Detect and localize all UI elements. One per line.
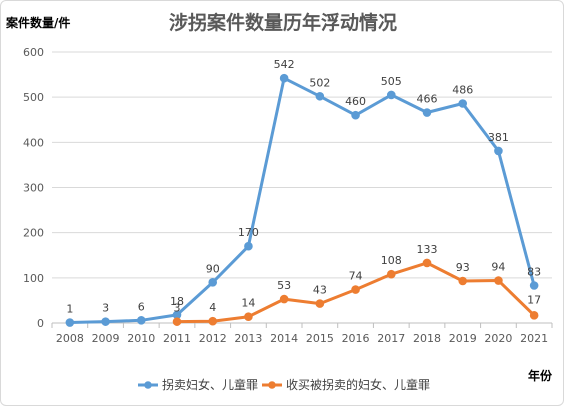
x-tick-label: 2009 — [92, 332, 120, 345]
data-point — [422, 108, 432, 117]
data-label: 1 — [66, 303, 73, 316]
data-label: 3 — [102, 302, 109, 315]
data-label: 502 — [309, 76, 330, 89]
data-label: 466 — [417, 93, 438, 106]
chart-title: 涉拐案件数量历年浮动情况 — [168, 12, 397, 34]
data-label: 3 — [174, 302, 181, 315]
data-point — [315, 299, 325, 308]
x-tick-label: 2021 — [520, 332, 548, 345]
y-tick-label: 600 — [23, 46, 44, 59]
x-tick-label: 2013 — [234, 332, 262, 345]
data-point — [172, 317, 182, 326]
data-point — [279, 73, 289, 83]
data-point — [351, 110, 360, 120]
x-tick-label: 2010 — [127, 332, 155, 345]
data-label: 43 — [313, 284, 327, 297]
data-label: 170 — [238, 226, 259, 239]
data-label: 486 — [452, 83, 473, 96]
x-tick-label: 2017 — [377, 332, 405, 345]
series-line-1 — [68, 76, 536, 324]
data-point — [208, 278, 218, 287]
data-label: 93 — [456, 261, 470, 274]
legend-label-1: 拐卖妇女、儿童罪 — [162, 377, 258, 392]
y-tick-label: 100 — [23, 272, 44, 285]
data-point — [136, 315, 146, 325]
data-point — [458, 276, 468, 286]
data-label: 460 — [345, 95, 366, 108]
data-point — [529, 281, 539, 290]
data-label: 14 — [241, 297, 255, 310]
x-tick-label: 2014 — [270, 332, 298, 345]
x-tick-label: 2011 — [163, 332, 191, 345]
data-label: 6 — [138, 300, 145, 313]
y-tick-label: 400 — [23, 136, 44, 149]
x-axis-label: 年份 — [528, 369, 553, 383]
data-label: 542 — [274, 58, 295, 71]
data-label: 505 — [381, 75, 402, 88]
y-tick-label: 0 — [37, 317, 44, 330]
y-tick-label: 200 — [23, 227, 44, 240]
legend-swatch-marker-2 — [268, 381, 276, 389]
x-tick-label: 2019 — [449, 332, 477, 345]
data-label: 53 — [277, 279, 291, 292]
data-label: 17 — [527, 293, 541, 306]
x-tick-label: 2015 — [306, 332, 334, 345]
x-tick-label: 2008 — [56, 332, 84, 345]
y-tick-label: 300 — [23, 182, 44, 195]
legend-swatch-marker-1 — [144, 381, 152, 389]
data-point — [101, 317, 110, 326]
data-label: 74 — [349, 270, 363, 283]
data-point — [494, 146, 503, 156]
data-point — [386, 269, 396, 279]
data-point — [279, 294, 289, 304]
data-point — [386, 90, 396, 100]
data-point — [529, 311, 539, 320]
data-point — [458, 99, 468, 108]
data-label: 90 — [206, 262, 220, 275]
data-point — [494, 276, 503, 285]
x-tick-label: 2020 — [484, 332, 512, 345]
data-point — [244, 241, 253, 251]
data-label: 94 — [491, 261, 505, 274]
data-label: 4 — [209, 301, 216, 314]
data-point — [65, 318, 75, 327]
y-tick-label: 500 — [23, 91, 44, 104]
data-label: 108 — [381, 254, 402, 267]
data-label: 381 — [488, 131, 509, 144]
x-tick-label: 2018 — [413, 332, 441, 345]
data-point — [208, 316, 218, 326]
data-point — [315, 91, 325, 101]
data-label: 83 — [527, 266, 541, 279]
data-label: 133 — [417, 243, 438, 256]
data-point — [351, 285, 360, 294]
data-point — [244, 312, 253, 321]
x-tick-label: 2012 — [199, 332, 227, 345]
data-label: 18 — [170, 295, 184, 308]
data-point — [422, 258, 432, 268]
legend-label-2: 收买被拐卖的妇女、儿童罪 — [286, 377, 430, 392]
x-tick-label: 2016 — [342, 332, 370, 345]
y-axis-label: 案件数量/件 — [6, 16, 71, 30]
